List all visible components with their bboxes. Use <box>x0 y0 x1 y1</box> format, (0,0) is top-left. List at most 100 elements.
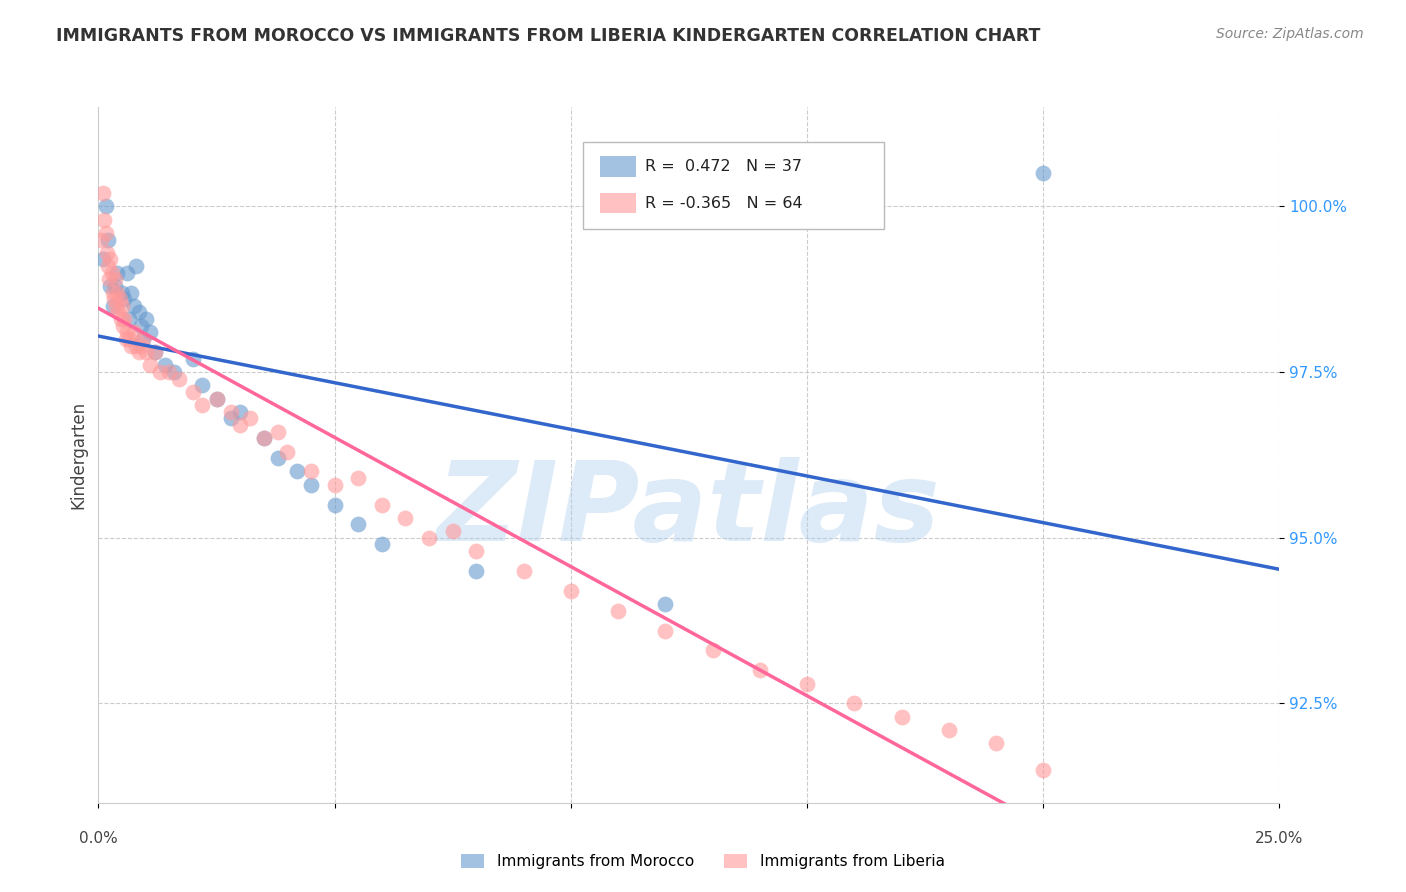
Point <box>132 332 155 346</box>
Point <box>104 279 127 293</box>
Point <box>143 345 166 359</box>
Point <box>97 272 120 286</box>
Point <box>139 359 162 373</box>
Text: IMMIGRANTS FROM MOROCCO VS IMMIGRANTS FROM LIBERIA KINDERGARTEN CORRELATION CHAR: IMMIGRANTS FROM MOROCCO VS IMMIGRANTS FR… <box>56 27 1040 45</box>
Point <box>285 465 308 479</box>
Point <box>748 663 770 677</box>
Point <box>323 498 346 512</box>
Point <box>96 245 118 260</box>
FancyBboxPatch shape <box>582 142 884 229</box>
Point <box>94 199 117 213</box>
Y-axis label: Kindergarten: Kindergarten <box>69 401 87 509</box>
Point <box>105 266 128 280</box>
Point <box>125 338 148 352</box>
Point <box>371 498 394 512</box>
Point <box>97 233 120 247</box>
Text: Source: ZipAtlas.com: Source: ZipAtlas.com <box>1216 27 1364 41</box>
Point <box>347 471 370 485</box>
Point <box>157 365 180 379</box>
Point <box>219 411 242 425</box>
Point <box>93 212 115 227</box>
Point <box>239 411 262 425</box>
Point <box>122 326 145 340</box>
Point <box>299 465 322 479</box>
Point <box>984 736 1007 750</box>
Point <box>205 392 228 406</box>
Point <box>111 318 134 333</box>
Point <box>135 312 157 326</box>
Point <box>219 405 242 419</box>
Bar <box>600 156 636 177</box>
Text: R =  0.472   N = 37: R = 0.472 N = 37 <box>645 159 803 174</box>
Point <box>125 259 148 273</box>
Point <box>512 564 534 578</box>
Point <box>844 697 866 711</box>
Point <box>100 266 122 280</box>
Point <box>465 544 488 558</box>
Point <box>129 318 152 333</box>
Point <box>191 378 214 392</box>
Point <box>122 299 145 313</box>
Point <box>91 252 114 267</box>
Point <box>135 345 157 359</box>
Point <box>114 332 136 346</box>
Point <box>108 292 131 306</box>
Point <box>229 405 252 419</box>
Point <box>97 259 120 273</box>
Point <box>139 326 162 340</box>
Point <box>111 285 134 300</box>
Point <box>796 676 818 690</box>
Text: 25.0%: 25.0% <box>1256 830 1303 846</box>
Point <box>607 604 630 618</box>
Point <box>191 398 214 412</box>
Point <box>94 226 117 240</box>
Point <box>98 279 121 293</box>
Point <box>132 332 155 346</box>
Point <box>115 266 138 280</box>
Point <box>163 365 186 379</box>
Point <box>167 372 190 386</box>
Point <box>560 583 582 598</box>
Point <box>890 709 912 723</box>
Point <box>129 338 152 352</box>
Point <box>118 312 141 326</box>
Point <box>110 312 132 326</box>
Point <box>323 477 346 491</box>
Point <box>128 305 150 319</box>
Text: ZIPatlas: ZIPatlas <box>437 457 941 564</box>
Point <box>1032 166 1054 180</box>
Point <box>654 624 676 638</box>
Point <box>267 425 290 439</box>
Point <box>253 431 276 445</box>
Point <box>101 299 124 313</box>
Point <box>229 418 252 433</box>
Point <box>181 351 204 366</box>
Legend: Immigrants from Morocco, Immigrants from Liberia: Immigrants from Morocco, Immigrants from… <box>456 848 950 875</box>
Point <box>118 332 141 346</box>
Point <box>347 517 370 532</box>
Point <box>90 233 112 247</box>
Point <box>107 305 129 319</box>
Point <box>1032 763 1054 777</box>
Point <box>112 292 135 306</box>
Point <box>394 511 416 525</box>
Point <box>128 345 150 359</box>
Point <box>112 312 135 326</box>
Point <box>253 431 276 445</box>
Point <box>103 292 125 306</box>
Point <box>654 597 676 611</box>
Point <box>465 564 488 578</box>
Point <box>104 272 127 286</box>
Point <box>149 365 172 379</box>
Point <box>98 252 121 267</box>
Point <box>205 392 228 406</box>
Point <box>143 345 166 359</box>
Point <box>101 285 124 300</box>
Point <box>938 723 960 737</box>
Point <box>91 186 114 201</box>
Point <box>181 384 204 399</box>
Point <box>105 285 128 300</box>
Point <box>105 299 128 313</box>
Point <box>441 524 464 538</box>
Point <box>702 643 724 657</box>
